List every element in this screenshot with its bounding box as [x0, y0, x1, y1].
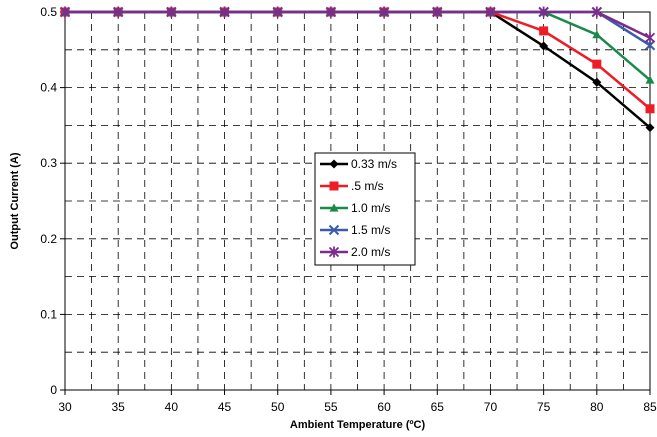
data-point: [539, 26, 549, 36]
y-tick-label: 0.3: [40, 156, 57, 170]
legend: 0.33 m/s .5 m/s 1.0 m/s 1.5 m/s 2.0 m/s: [314, 152, 416, 266]
x-tick-label: 55: [324, 400, 338, 414]
y-tick-label: 0: [50, 383, 57, 397]
x-tick-label: 75: [537, 400, 551, 414]
x-tick-label: 30: [58, 400, 72, 414]
x-tick-label: 85: [643, 400, 657, 414]
series-2-0-m-s: [59, 6, 656, 44]
x-tick-label: 45: [218, 400, 232, 414]
y-tick-label: 0.2: [40, 232, 57, 246]
data-point: [378, 6, 390, 18]
data-point: [645, 123, 655, 133]
data-point: [592, 30, 602, 39]
y-axis-ticks: 0 0.1 0.2 0.3 0.4 0.5: [40, 5, 65, 397]
x-tick-label: 35: [112, 400, 126, 414]
legend-marker: [328, 246, 340, 258]
data-point: [645, 104, 655, 114]
data-point: [539, 41, 549, 51]
data-point: [591, 6, 602, 18]
data-point: [592, 59, 602, 69]
legend-entry: .5 m/s: [320, 179, 384, 193]
legend-marker: [329, 181, 339, 191]
legend-label: 2.0 m/s: [351, 245, 390, 259]
legend-entry: 1.5 m/s: [320, 223, 390, 237]
data-point: [166, 6, 177, 18]
series-line: [65, 10, 651, 81]
data-point: [113, 6, 124, 18]
y-tick-label: 0.4: [40, 81, 57, 95]
x-tick-label: 40: [165, 400, 179, 414]
y-axis-title: Output Current (A): [9, 152, 21, 249]
data-point: [432, 6, 443, 18]
legend-label: 0.33 m/s: [351, 157, 397, 171]
x-tick-label: 80: [590, 400, 604, 414]
legend-entry: 2.0 m/s: [320, 245, 390, 259]
y-tick-label: 0.1: [40, 307, 57, 321]
series-group: [59, 6, 656, 133]
x-tick-label: 65: [431, 400, 445, 414]
x-tick-label: 70: [484, 400, 498, 414]
data-point: [644, 32, 656, 44]
legend-marker: [329, 203, 339, 212]
data-point: [592, 77, 602, 87]
x-axis-title: Ambient Temperature (ºC): [290, 419, 426, 431]
legend-label: 1.5 m/s: [351, 223, 390, 237]
data-point: [538, 6, 549, 18]
data-point: [272, 6, 283, 18]
data-point: [325, 6, 337, 18]
x-tick-label: 60: [377, 400, 391, 414]
data-point: [59, 6, 71, 18]
legend-marker: [328, 224, 340, 236]
y-tick-label: 0.5: [40, 5, 57, 19]
data-point: [485, 6, 496, 18]
legend-label: 1.0 m/s: [351, 201, 390, 215]
legend-entry: 0.33 m/s: [320, 157, 397, 171]
x-axis-ticks: 30 35 40 45 50 55 60 65 70 75 80 85: [58, 390, 657, 414]
data-point: [219, 6, 230, 18]
legend-marker: [329, 159, 339, 169]
data-point: [644, 40, 656, 51]
series-line: [65, 10, 651, 39]
legend-label: .5 m/s: [351, 179, 384, 193]
x-tick-label: 50: [271, 400, 285, 414]
data-point: [645, 75, 655, 84]
legend-entry: 1.0 m/s: [320, 201, 390, 215]
